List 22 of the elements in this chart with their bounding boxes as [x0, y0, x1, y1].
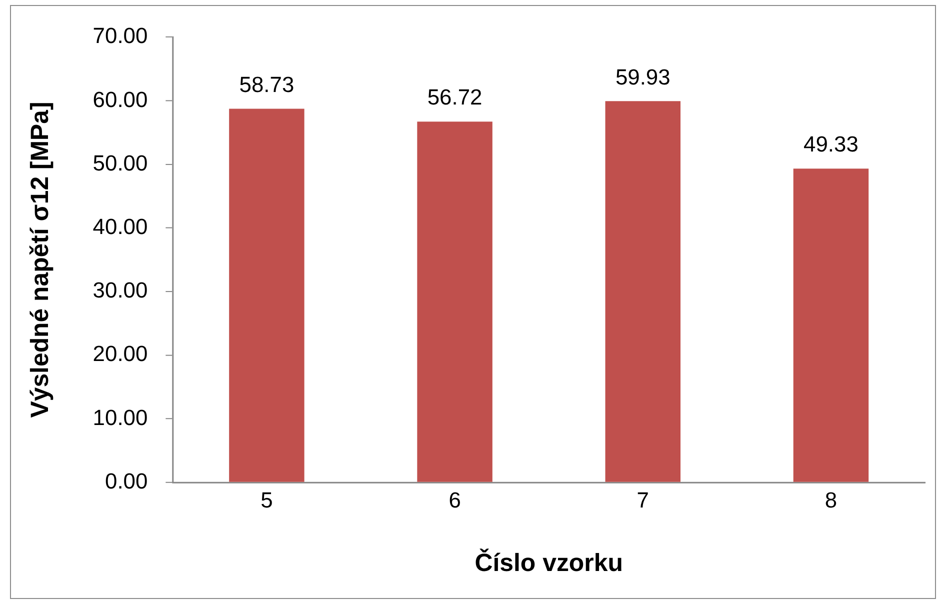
- bar: [417, 122, 492, 482]
- y-tick-label: 0.00: [105, 468, 148, 494]
- data-label: 49.33: [804, 132, 858, 157]
- x-tick-label: 5: [260, 488, 273, 513]
- data-label: 56.72: [427, 84, 482, 110]
- bar: [793, 168, 869, 482]
- y-tick-label: 60.00: [92, 86, 148, 112]
- y-tick-label: 70.00: [92, 23, 148, 48]
- x-tick-label: 6: [448, 488, 461, 513]
- x-axis-title: Číslo vzorku: [474, 548, 623, 577]
- y-tick-label: 20.00: [92, 341, 148, 366]
- x-tick-label: 8: [824, 488, 838, 513]
- y-tick-label: 10.00: [92, 404, 148, 430]
- bar: [229, 108, 304, 482]
- x-tick-label: 7: [636, 488, 649, 513]
- y-tick-label: 50.00: [92, 150, 148, 176]
- data-label: 58.73: [239, 72, 294, 97]
- y-tick-label: 40.00: [92, 214, 148, 239]
- y-axis-title: Výsledné napětí σ12 [MPa]: [26, 102, 54, 418]
- data-label: 59.93: [615, 64, 670, 90]
- y-tick-label: 30.00: [92, 278, 148, 303]
- bar: [605, 101, 680, 482]
